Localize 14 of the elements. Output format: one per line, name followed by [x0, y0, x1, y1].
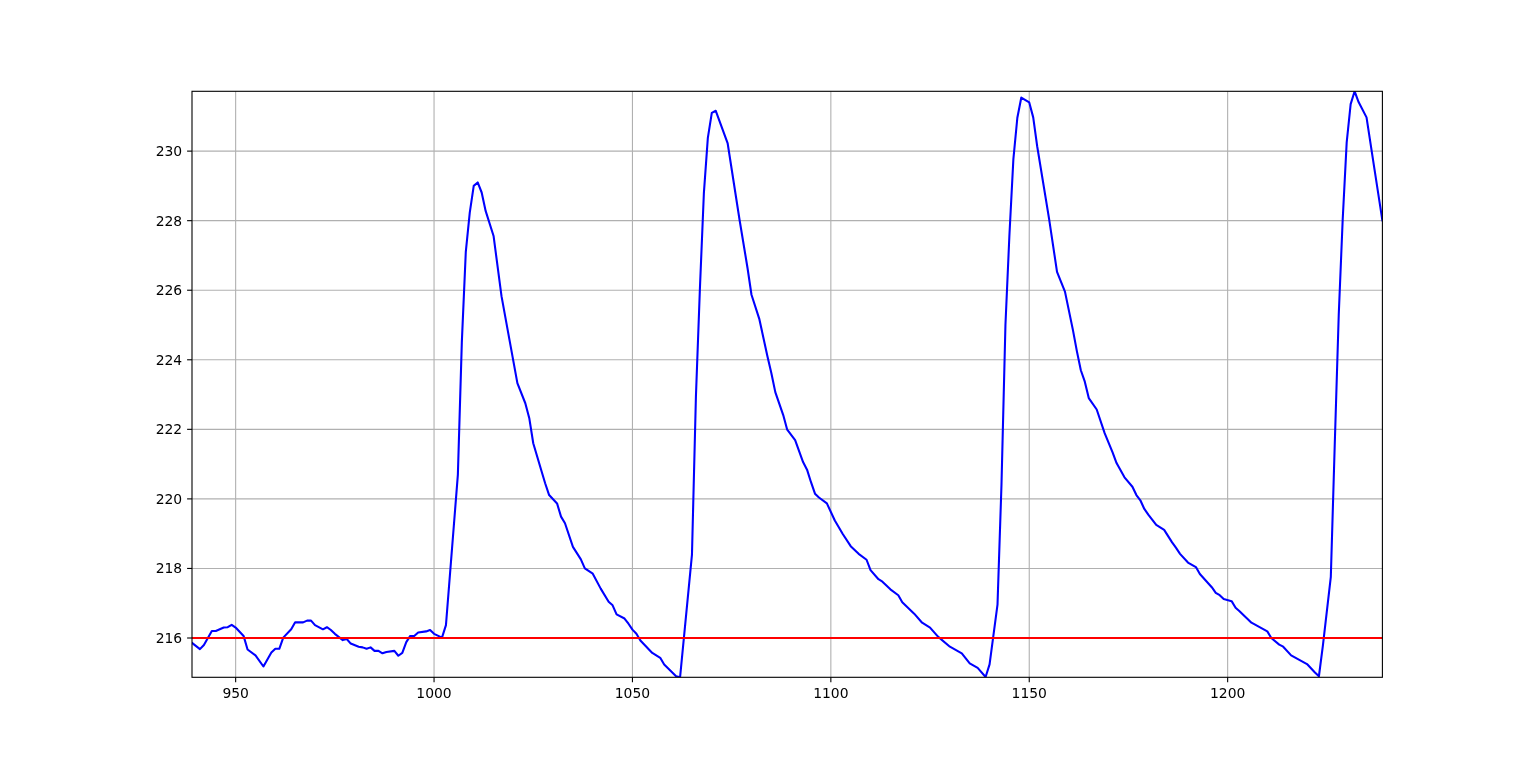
y-tick-label: 222: [155, 421, 183, 438]
y-tick-label: 216: [155, 629, 183, 646]
x-tick-label: 1100: [813, 685, 849, 702]
y-tick-label: 218: [155, 560, 183, 577]
x-tick-label: 1200: [1209, 685, 1246, 702]
x-tick-label: 950: [222, 685, 249, 702]
y-tick-label: 220: [155, 490, 183, 507]
y-tick-label: 224: [155, 351, 183, 368]
x-tick-label: 1000: [416, 685, 452, 702]
y-tick-label: 228: [155, 212, 183, 229]
y-tick-label: 226: [155, 282, 183, 299]
x-tick-label: 1150: [1011, 685, 1047, 702]
x-tick-label: 1050: [614, 685, 651, 702]
y-tick-label: 230: [155, 142, 183, 159]
